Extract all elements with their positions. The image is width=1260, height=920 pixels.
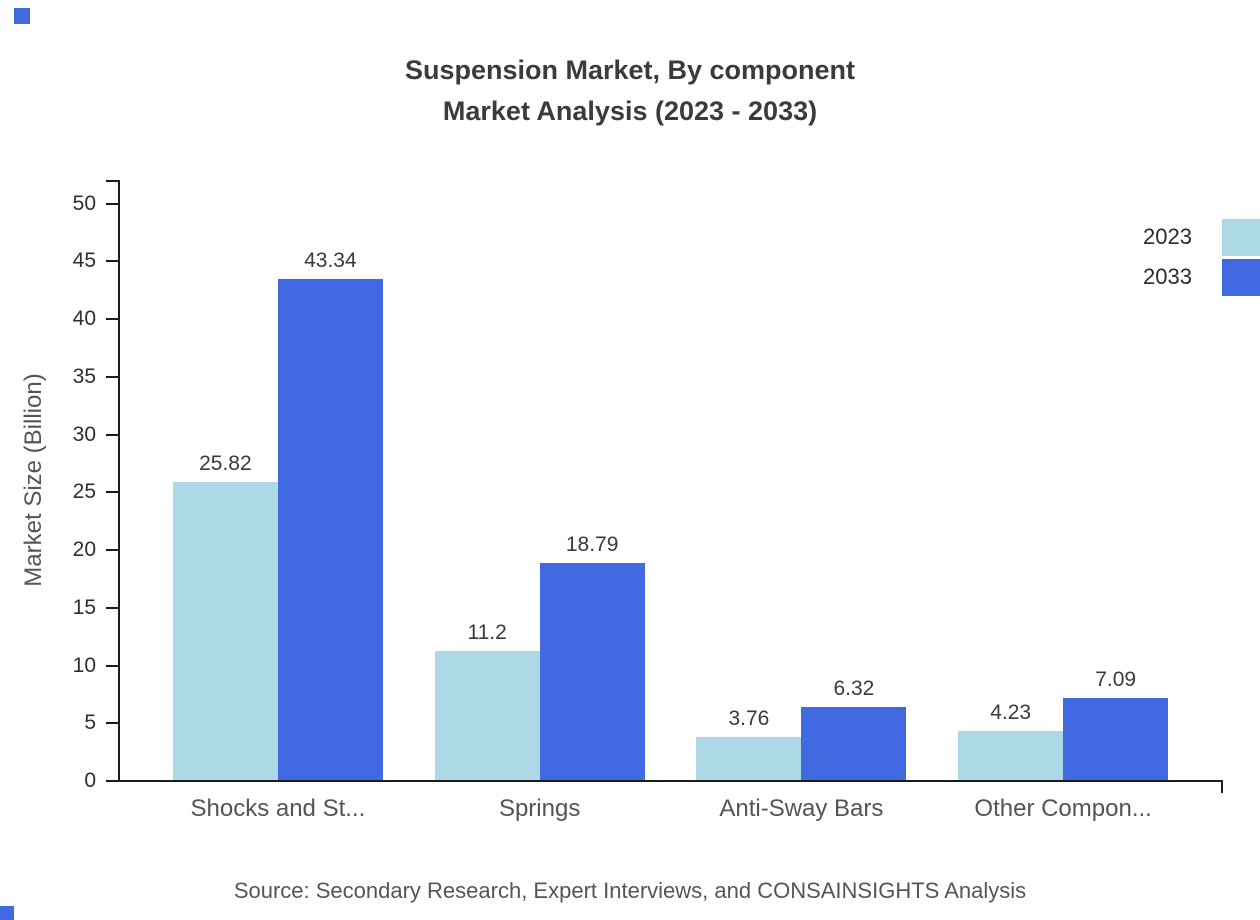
- x-category-label: Shocks and St...: [190, 795, 366, 822]
- y-tick-mark: [106, 664, 120, 667]
- chart-title-line2: Market Analysis (2023 - 2033): [442, 96, 818, 126]
- bar-value-label: 25.82: [199, 451, 252, 475]
- legend-item: 2023: [1143, 217, 1260, 257]
- bar: [696, 736, 802, 780]
- y-tick-label: 35: [72, 364, 96, 388]
- y-tick-mark: [106, 606, 120, 609]
- bar-value-label: 18.79: [565, 532, 619, 556]
- y-tick-label: 0: [84, 769, 96, 792]
- x-category-label: Springs: [498, 795, 581, 822]
- y-tick-mark: [106, 780, 120, 782]
- y-tick-mark: [106, 549, 120, 551]
- y-tick-mark: [106, 260, 120, 263]
- bar: [172, 481, 278, 780]
- y-tick-label: 30: [72, 422, 96, 446]
- legend-swatch: [1222, 258, 1260, 296]
- bar: [434, 650, 540, 780]
- chart-title-line1: Suspension Market, By component: [404, 55, 856, 85]
- bar-value-label: 11.2: [467, 620, 507, 644]
- legend-label: 2033: [1143, 264, 1192, 289]
- chart-title: Suspension Market, By component Market A…: [0, 50, 1260, 132]
- bar: [958, 731, 1064, 780]
- corner-mark-bottom-left: [0, 906, 14, 920]
- y-tick-label: 10: [72, 653, 96, 677]
- y-tick-label: 25: [72, 480, 96, 504]
- y-tick-label: 40: [72, 307, 96, 330]
- corner-mark-top-left: [14, 8, 30, 24]
- bar: [539, 562, 645, 780]
- x-category-label: Anti-Sway Bars: [719, 795, 884, 822]
- y-tick-label: 20: [72, 538, 96, 561]
- legend: 2023 2033: [1143, 217, 1260, 297]
- bar-value-label: 3.76: [728, 706, 770, 730]
- x-axis-end-tick: [1221, 780, 1223, 793]
- y-tick-mark: [106, 375, 120, 378]
- x-category-label: Other Compon...: [974, 795, 1152, 822]
- bar-value-label: 4.23: [990, 701, 1032, 725]
- y-tick-mark: [106, 180, 120, 182]
- y-tick-mark: [106, 202, 120, 205]
- legend-label: 2023: [1143, 224, 1192, 249]
- bar-value-label: 7.09: [1095, 668, 1137, 692]
- y-tick-label: 15: [72, 595, 96, 619]
- plot-area: 0 5 10 15 20 25 30 35 40 45 50 25.82 43.34 11.2 18.79…: [73, 180, 1223, 822]
- bar-value-label: 6.32: [833, 677, 875, 700]
- y-tick-label: 45: [72, 249, 96, 273]
- legend-swatch: [1222, 218, 1260, 256]
- bar: [277, 279, 383, 780]
- bar-value-label: 43.34: [304, 249, 357, 273]
- bar: [801, 707, 907, 780]
- y-tick-label: 5: [84, 711, 96, 735]
- x-axis-line: [106, 780, 1223, 782]
- y-tick-label: 50: [72, 191, 96, 215]
- legend-item: 2033: [1143, 257, 1260, 297]
- y-tick-mark: [106, 433, 120, 436]
- y-tick-mark: [106, 318, 120, 320]
- source-note: Source: Secondary Research, Expert Inter…: [233, 878, 1027, 903]
- bar: [1063, 698, 1169, 780]
- y-axis-line: [118, 181, 120, 782]
- y-tick-mark: [106, 491, 120, 494]
- y-tick-mark: [106, 722, 120, 725]
